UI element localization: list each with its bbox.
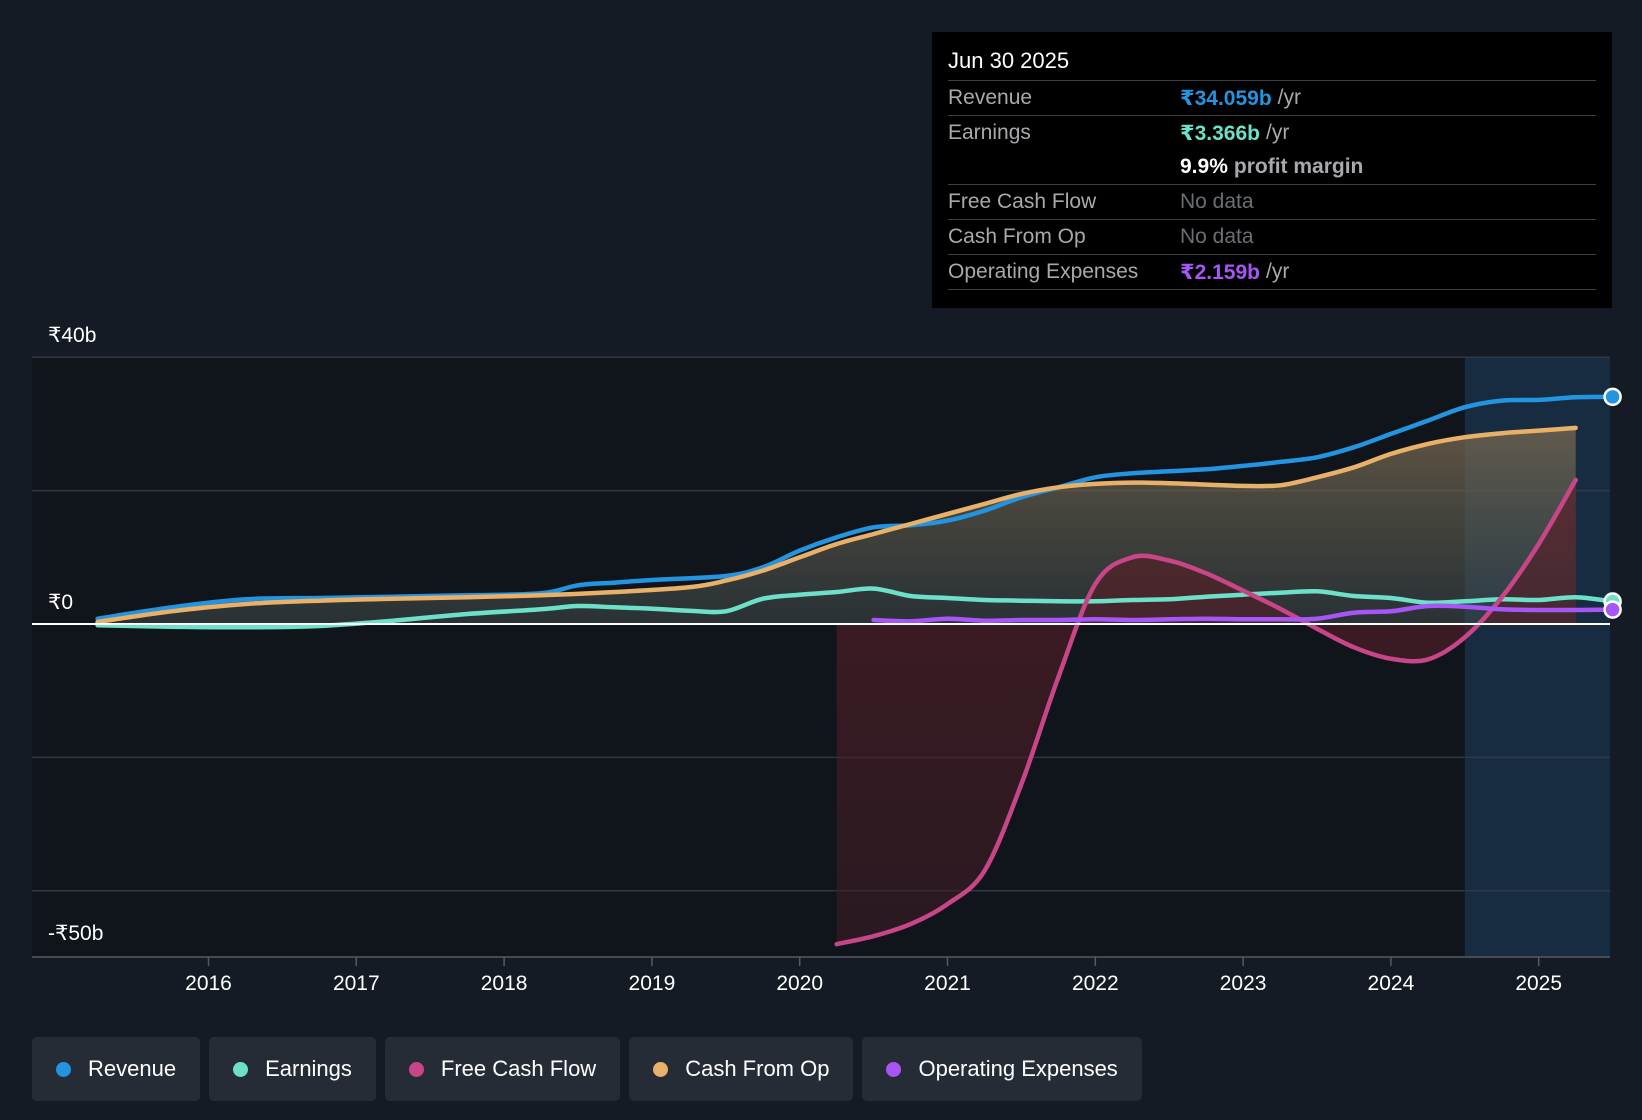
tooltip-revenue-label: Revenue: [948, 86, 1033, 109]
earnings-dot-icon: [233, 1061, 249, 1077]
tooltip-margin-row: 9.9% profit margin: [948, 150, 1596, 184]
legend-cfo-label: Cash From Op: [685, 1056, 830, 1081]
legend-revenue-label: Revenue: [88, 1056, 177, 1081]
tooltip-opex-label: Operating Expenses: [948, 260, 1139, 283]
tooltip-opex-unit: /yr: [1266, 260, 1290, 283]
earnings-line: [95, 586, 1615, 630]
x-tick-label: 2025: [1515, 972, 1562, 995]
y-tick-label: ₹40b: [48, 324, 96, 347]
opex-end-marker: [1603, 600, 1622, 619]
tooltip-fcf-value: No data: [1180, 190, 1254, 213]
tooltip-earnings-row: Earnings ₹3.366b /yr: [948, 115, 1596, 150]
legend: Revenue Earnings Free Cash Flow Cash Fro…: [32, 1037, 1142, 1101]
tooltip-cfo-row: Cash From Op No data: [948, 219, 1596, 254]
tooltip-fcf-label: Free Cash Flow: [948, 190, 1097, 213]
opex-line: [871, 603, 1615, 624]
tooltip-fcf-row: Free Cash Flow No data: [948, 184, 1596, 219]
legend-item-fcf[interactable]: Free Cash Flow: [384, 1037, 621, 1101]
y-tick-label: -₹50b: [48, 922, 103, 945]
revenue-end-marker: [1603, 387, 1622, 407]
revenue-dot-icon: [56, 1061, 71, 1077]
tooltip-revenue-value: ₹34.059b: [1180, 86, 1272, 110]
x-tick-label: 2020: [776, 972, 823, 995]
tooltip-margin-value: 9.9%: [1180, 155, 1228, 178]
past-region-shade: [32, 357, 1465, 957]
legend-fcf-label: Free Cash Flow: [440, 1056, 597, 1081]
legend-item-earnings[interactable]: Earnings: [209, 1037, 376, 1101]
x-tick-label: 2017: [333, 972, 380, 995]
tooltip-date: Jun 30 2025: [948, 48, 1070, 73]
x-tick-label: 2018: [481, 972, 528, 995]
tooltip-earnings-unit: /yr: [1266, 121, 1290, 144]
tooltip-margin-text: profit margin: [1233, 155, 1364, 178]
x-tick-label: 2019: [629, 972, 676, 995]
tooltip-panel: Jun 30 2025 Revenue ₹34.059b /yr Earning…: [932, 32, 1612, 308]
x-tick-label: 2016: [185, 972, 232, 995]
series-lines: [95, 394, 1615, 947]
y-axis-ticks: ₹40b ₹0 -₹50b: [48, 324, 103, 945]
legend-opex-label: Operating Expenses: [918, 1056, 1118, 1081]
fcf-line: [834, 477, 1578, 947]
y-tick-label: ₹0: [48, 591, 73, 614]
fcf-area: [836, 479, 1576, 945]
tooltip-opex-value: ₹2.159b: [1180, 260, 1260, 284]
tooltip-earnings-label: Earnings: [948, 121, 1031, 144]
legend-item-revenue[interactable]: Revenue: [32, 1037, 201, 1101]
cfo-dot-icon: [653, 1061, 669, 1077]
x-tick-label: 2021: [924, 972, 971, 995]
tooltip-opex-row: Operating Expenses ₹2.159b /yr: [948, 254, 1596, 290]
tooltip-revenue-row: Revenue ₹34.059b /yr: [948, 80, 1596, 115]
fcf-dot-icon: [408, 1061, 424, 1077]
x-tick-label: 2022: [1072, 972, 1119, 995]
opex-dot-icon: [886, 1061, 902, 1077]
x-axis-ticks: 2016 2017 2018 2019 2020 2021 2022 2023 2024 2025: [185, 957, 1562, 995]
legend-earnings-label: Earnings: [265, 1056, 352, 1081]
x-tick-label: 2023: [1220, 972, 1267, 995]
tooltip-revenue-unit: /yr: [1277, 86, 1301, 109]
tooltip-cfo-label: Cash From Op: [948, 225, 1086, 248]
cfo-line: [95, 425, 1578, 625]
x-tick-label: 2024: [1368, 972, 1415, 995]
tooltip-cfo-value: No data: [1180, 225, 1254, 248]
end-markers: [1603, 387, 1622, 619]
legend-item-cfo[interactable]: Cash From Op: [629, 1037, 854, 1101]
tooltip-earnings-value: ₹3.366b: [1180, 121, 1260, 145]
legend-item-opex[interactable]: Operating Expenses: [862, 1037, 1142, 1101]
